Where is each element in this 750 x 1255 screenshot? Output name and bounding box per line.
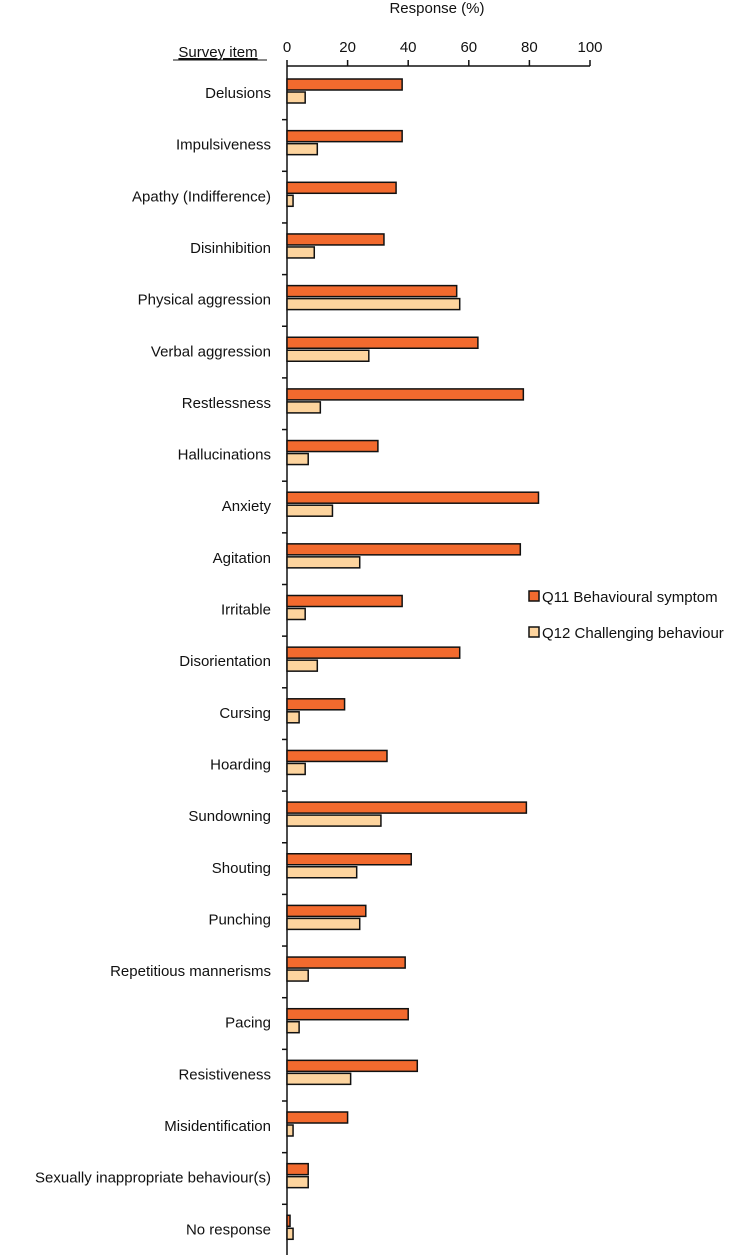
bar-q11-20 [286,1111,349,1124]
bar-q11-8 [286,491,540,504]
bar-q12-17 [286,969,309,982]
bar-q12-19 [286,1072,352,1086]
bar-q12-15 [286,866,358,879]
bar-q12-8 [286,504,334,517]
category-label: Irritable [221,602,271,619]
bar-q11-2 [286,181,397,195]
bar-q11-11 [286,646,461,659]
bar-q12-20 [286,1124,294,1137]
category-label: Resistiveness [178,1066,271,1083]
plot-area: 0 20 40 60 80 100 Delusions Impulsiveness Apathy… [35,39,603,1255]
bar-q12-22 [286,1227,294,1241]
x-tick-label: 60 [460,39,477,56]
category-label: Shouting [212,860,271,877]
legend: Q11 Behavioural symptom Q12 Challenging b… [528,589,724,642]
category-label: Restlessness [182,395,271,412]
x-tick-label: 80 [521,39,538,56]
category-label: Apathy (Indifference) [132,188,271,205]
legend-label-1: Q11 Behavioural symptom [542,589,718,606]
bar-q11-9 [286,543,522,556]
bar-q12-2 [286,194,294,208]
category-label: Disinhibition [190,240,271,257]
x-tick-label: 0 [283,39,291,56]
bar-q11-18 [286,1007,409,1021]
x-tick-label: 40 [400,39,417,56]
y-axis-title: Survey item [178,44,257,61]
bar-q11-7 [286,439,379,453]
category-label: Sexually inappropriate behaviour(s) [35,1170,271,1187]
bar-q11-5 [286,336,479,349]
bar-q11-22 [286,1214,291,1228]
bar-q12-6 [286,401,322,414]
bar-q11-12 [286,698,346,711]
category-label: Agitation [213,550,271,567]
bar-q11-15 [286,853,412,866]
bar-q12-16 [286,917,361,931]
category-label: Punching [208,911,271,928]
bar-q11-14 [286,801,528,814]
category-label: Sundowning [188,808,271,825]
bar-q12-3 [286,246,316,259]
bar-q11-10 [286,594,403,608]
category-label: Anxiety [222,498,272,515]
category-label: Cursing [219,705,271,722]
bar-q11-1 [286,129,403,143]
category-label: Disorientation [179,653,271,670]
bar-q11-3 [286,233,385,246]
x-axis-title: Response (%) [389,0,484,17]
bar-q12-14 [286,814,382,827]
bar-q12-12 [286,711,300,724]
bar-q11-6 [286,388,525,401]
bar-q11-0 [286,78,403,91]
bar-q12-13 [286,762,306,776]
legend-swatch-2 [528,626,540,638]
legend-swatch-1 [528,590,540,602]
bar-q12-7 [286,452,309,466]
legend-label-2: Q12 Challenging behaviour [542,625,724,642]
category-label: Hallucinations [178,447,271,464]
x-tick-label: 20 [339,39,356,56]
category-label: Impulsiveness [176,137,271,154]
category-label: Repetitious mannerisms [110,963,271,980]
bar-q12-1 [286,142,319,156]
bar-q12-9 [286,556,361,569]
bar-q12-5 [286,349,370,362]
category-label: Verbal aggression [151,343,271,360]
bar-q12-11 [286,659,319,672]
bar-q11-13 [286,749,388,763]
category-label: No response [186,1221,271,1238]
category-label: Misidentification [164,1118,271,1135]
bar-q12-0 [286,91,306,104]
category-label: Pacing [225,1015,271,1032]
bar-q12-4 [286,297,461,311]
category-label: Hoarding [210,756,271,773]
bar-q11-4 [286,284,458,298]
x-tick-label: 100 [577,39,602,56]
bar-q11-19 [286,1059,419,1073]
bar-q12-10 [286,607,306,621]
category-label: Delusions [205,85,271,102]
bar-q12-18 [286,1020,300,1034]
bar-q12-21 [286,1175,309,1189]
bar-q11-16 [286,904,367,918]
category-label: Physical aggression [138,292,271,309]
bar-q11-17 [286,956,406,969]
bar-q11-21 [286,1162,309,1176]
